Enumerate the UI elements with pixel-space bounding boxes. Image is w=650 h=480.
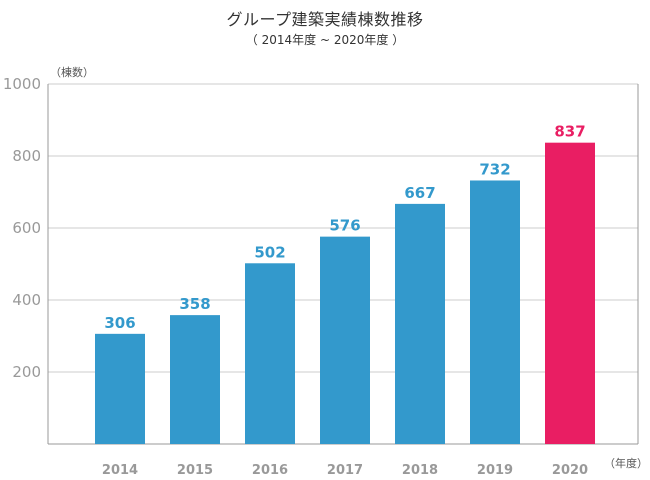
y-tick-label: 400: [12, 291, 41, 309]
data-label-2018: 667: [404, 184, 435, 202]
x-tick-label-2014: 2014: [102, 463, 138, 478]
bar-2014: [95, 333, 145, 444]
bar-2018: [395, 203, 445, 444]
data-label-2014: 306: [104, 314, 135, 332]
y-axis-unit-label: （棟数）: [50, 66, 94, 79]
bar-2015: [170, 315, 220, 444]
chart-title: グループ建築実績棟数推移: [226, 10, 424, 29]
data-label-2016: 502: [254, 243, 285, 261]
data-label-2020: 837: [554, 123, 585, 141]
bar-2016: [245, 263, 295, 444]
chart-subtitle: （ 2014年度 ~ 2020年度 ）: [245, 33, 405, 47]
x-tick-label-2016: 2016: [252, 463, 288, 478]
y-tick-label: 200: [12, 363, 41, 381]
x-tick-label-2020: 2020: [552, 463, 588, 478]
x-axis-unit-label: （年度）: [604, 457, 648, 470]
x-tick-label-2015: 2015: [177, 463, 213, 478]
data-label-2019: 732: [479, 160, 510, 178]
bar-2019: [470, 180, 520, 445]
data-label-2017: 576: [329, 217, 360, 235]
data-label-2015: 358: [179, 295, 210, 313]
y-tick-label: 1000: [3, 75, 41, 93]
y-tick-label: 600: [12, 219, 41, 237]
y-tick-label: 800: [12, 147, 41, 165]
x-tick-label-2017: 2017: [327, 463, 363, 478]
x-tick-label-2018: 2018: [402, 463, 438, 478]
bar-2017: [320, 236, 370, 444]
bar-2020: [545, 142, 595, 444]
x-tick-label-2019: 2019: [477, 463, 513, 478]
